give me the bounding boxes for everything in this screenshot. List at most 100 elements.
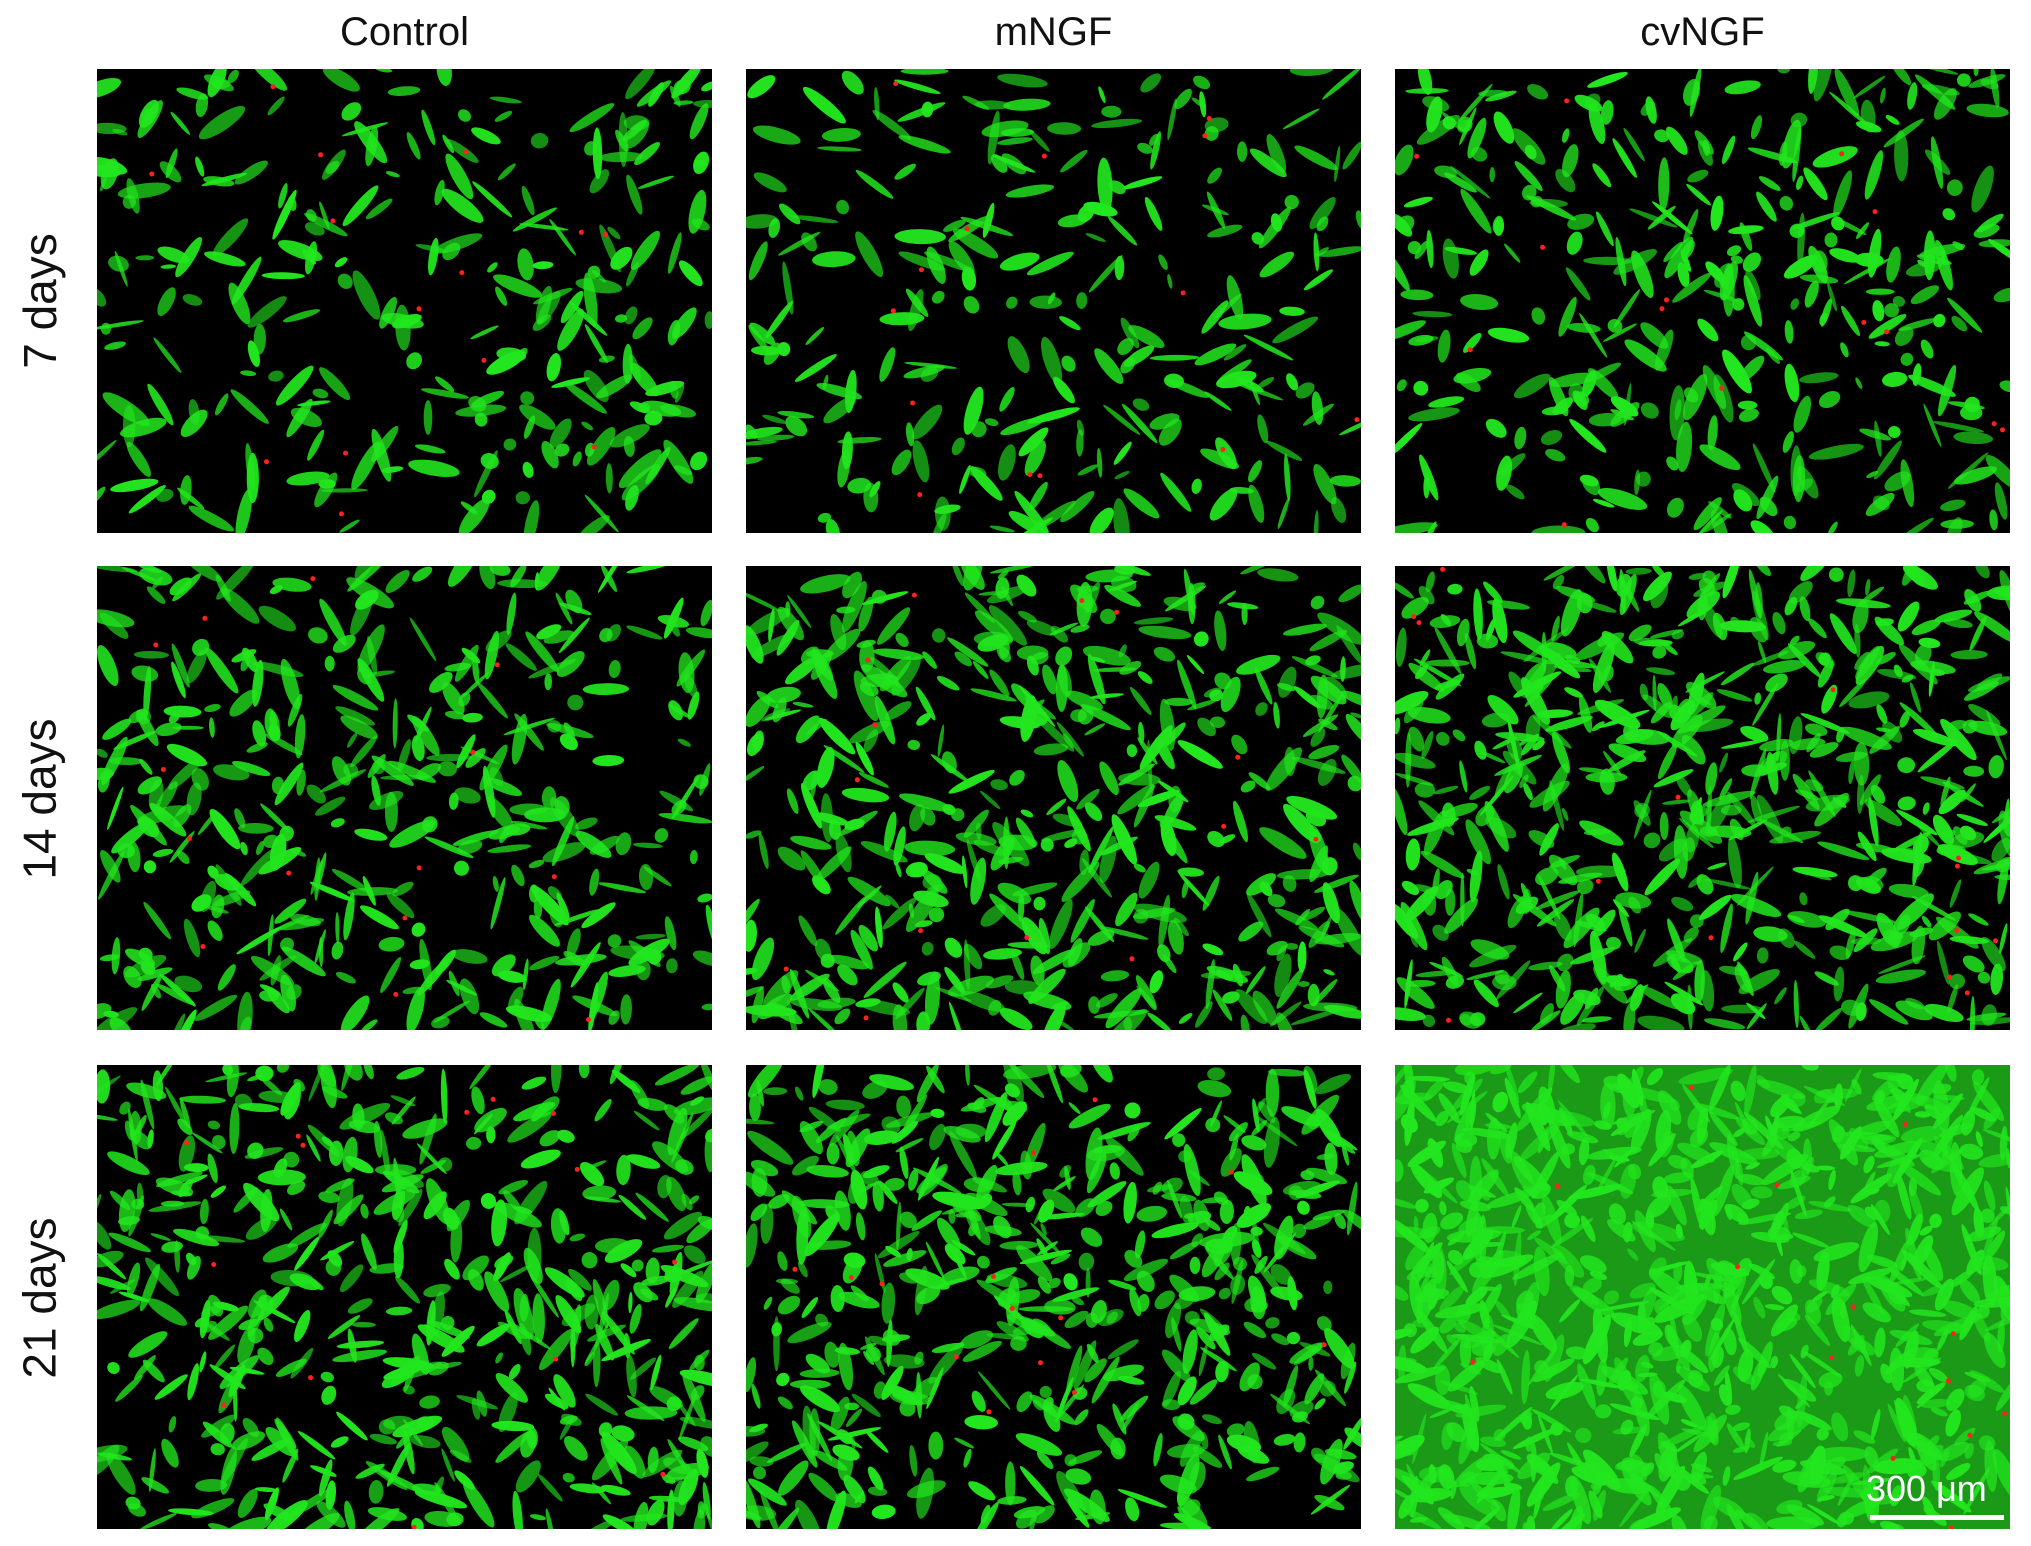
live-cell [1282,108,1320,130]
live-cell [350,590,374,636]
live-cell [154,781,178,816]
live-cell [1186,654,1205,675]
live-cell [1114,471,1130,480]
live-cell [1040,336,1063,385]
live-cell [847,477,872,494]
live-cell [1864,150,1884,200]
live-cell [1257,568,1299,582]
live-cell [1774,1227,1783,1257]
live-cell [855,1212,866,1241]
live-cell [948,1001,967,1030]
live-cell [157,246,190,264]
live-cell [1480,1188,1491,1201]
dead-cell [1967,1432,1973,1438]
micrograph-control-21-days [97,1065,712,1529]
live-cell [1036,1241,1058,1256]
live-cell [1797,465,1819,499]
scale-bar [1870,1515,2004,1520]
live-cell [680,1076,712,1095]
live-cell [505,1005,553,1022]
live-cell [392,881,414,897]
live-cell [1976,673,2003,690]
live-cell [1313,464,1337,505]
live-cell [489,96,522,104]
live-cell [802,770,821,791]
live-cell [528,914,561,947]
live-cell [658,813,712,824]
live-cell [817,512,832,523]
live-cell [631,1259,644,1272]
live-cell [951,566,964,587]
live-cell [111,937,121,975]
live-cell [1578,1138,1590,1166]
dead-cell [910,400,916,406]
live-cell [606,624,621,642]
live-cell [1914,1111,1931,1118]
live-cell [1593,965,1628,1004]
live-cell [1733,1456,1783,1480]
dead-cell [1180,290,1186,296]
live-cell [777,1396,793,1410]
live-cell [1807,618,1827,639]
live-cell [1610,396,1639,417]
live-cell [1395,1283,1409,1301]
live-cell [608,965,646,977]
live-cell [97,1220,112,1250]
live-cell [961,266,977,291]
live-cell [529,1272,559,1318]
live-cell [1157,944,1171,963]
live-cell [1832,797,1847,808]
live-cell [990,779,1008,791]
live-cell [963,1448,972,1468]
live-cell [319,201,330,230]
live-cell [645,446,671,485]
live-cell [179,1097,191,1129]
live-cell [924,972,941,1025]
live-cell [180,409,208,438]
live-cell [342,185,379,227]
live-cell [1119,661,1142,675]
live-cell [1082,645,1131,666]
live-cell [1405,838,1421,871]
live-cell [178,1135,196,1172]
live-cell [1734,964,1751,993]
live-cell [160,1200,185,1207]
live-cell [381,313,424,329]
live-cell [1733,942,1748,962]
live-cell [899,793,953,812]
live-cell [494,1254,514,1269]
live-cell [442,242,461,261]
live-cell [629,1357,657,1380]
live-cell [1401,1475,1434,1505]
live-cell [855,231,884,278]
dead-cell [1470,1359,1476,1365]
live-cell [1024,440,1046,476]
live-cell [1790,298,1800,310]
live-cell [1314,933,1361,945]
live-cell [426,753,473,762]
live-cell [1290,1008,1341,1026]
live-cell [629,362,659,397]
live-cell [587,265,601,279]
live-cell [1942,208,1956,221]
dead-cell [1321,1342,1327,1348]
live-cell [677,738,691,747]
live-cell [944,937,963,958]
live-cell [1654,329,1674,371]
live-cell [1423,474,1430,499]
live-cell [1721,740,1764,749]
live-cell [1915,1065,1949,1105]
live-cell [749,1456,774,1467]
live-cell [1311,1447,1327,1463]
live-cell [1926,1435,1940,1450]
live-cell [314,472,338,508]
live-cell [1395,1065,1409,1090]
live-cell [790,215,839,223]
live-cell [1597,1155,1618,1192]
live-cell [128,484,166,514]
live-cell [1187,699,1217,711]
live-cell [1174,88,1192,109]
live-cell [790,835,832,850]
live-cell [758,832,769,870]
live-cell [270,1269,314,1287]
